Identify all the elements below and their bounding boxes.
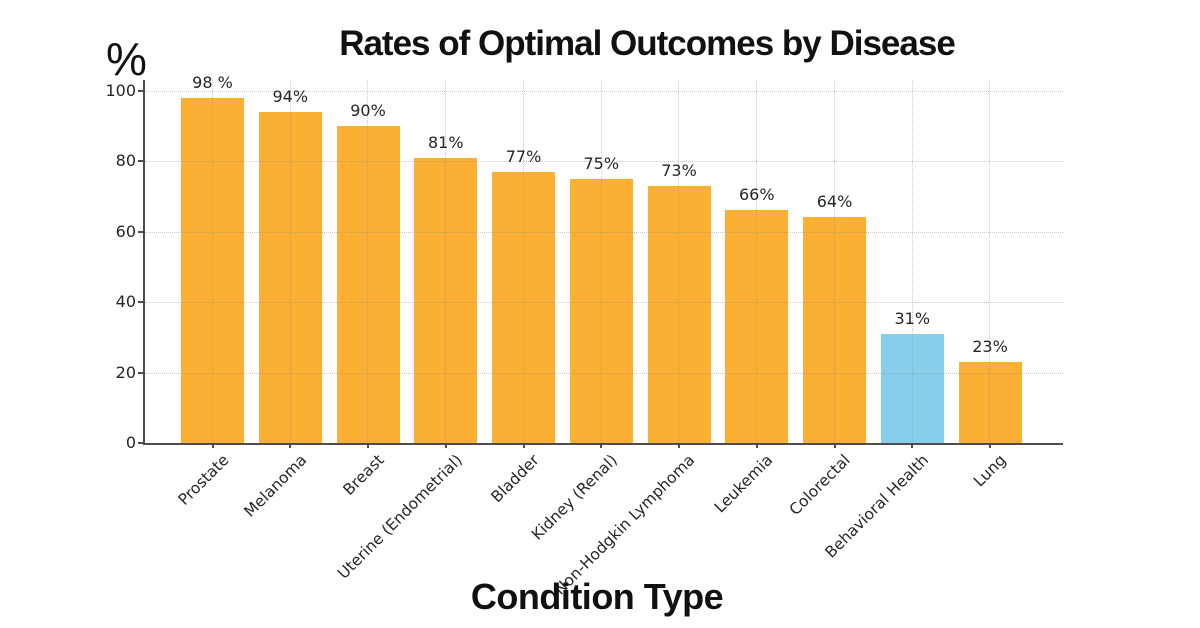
bar-value-non-hodgkin-lymphoma: 73% [661, 160, 697, 180]
x-tick-label-colorectal: Colorectal [786, 451, 855, 519]
v-gridline-kidney-renal [600, 80, 602, 443]
x-tick-label-melanoma: Melanoma [240, 451, 310, 521]
bar-value-lung: 23% [972, 336, 1008, 356]
x-tick-mark-non-hodgkin-lymphoma [678, 443, 680, 448]
bar-behavioral-health [880, 333, 944, 443]
x-axis-line [143, 443, 1063, 445]
bar-value-breast: 90% [350, 100, 386, 120]
y-tick-mark-20 [138, 371, 145, 374]
x-tick-label-bladder: Bladder [488, 451, 544, 507]
y-tick-mark-40 [138, 301, 145, 304]
h-gridline-100 [145, 90, 1063, 92]
bar-bladder [492, 171, 555, 443]
y-tick-mark-0 [138, 442, 145, 444]
x-tick-mark-lung [989, 443, 991, 448]
y-tick-label-80: 80 [115, 151, 136, 171]
bar-leukemia [725, 210, 789, 443]
bar-colorectal [803, 217, 866, 443]
v-gridline-colorectal [833, 80, 835, 443]
h-gridline-80 [145, 161, 1063, 163]
v-gridline-behavioral-health [911, 80, 913, 443]
bar-lung [958, 361, 1022, 443]
v-gridline-non-hodgkin-lymphoma [678, 80, 680, 443]
v-gridline-lung [989, 80, 991, 443]
bar-value-colorectal: 64% [816, 192, 853, 212]
h-gridline-40 [145, 302, 1063, 304]
y-tick-label-40: 40 [115, 292, 136, 312]
bar-value-uterine-endometrial: 81% [427, 132, 464, 152]
y-tick-label-100: 100 [105, 80, 136, 100]
bar-value-behavioral-health: 31% [894, 308, 931, 328]
y-tick-mark-100 [138, 89, 145, 92]
y-axis-unit-label: % [106, 33, 147, 85]
v-gridline-bladder [522, 80, 524, 443]
v-gridline-melanoma [289, 80, 291, 443]
v-gridline-prostate [211, 80, 213, 443]
x-tick-mark-colorectal [833, 443, 836, 448]
bar-melanoma [258, 111, 322, 443]
x-tick-mark-behavioral-health [911, 443, 914, 448]
chart-title: Rates of Optimal Outcomes by Disease [339, 24, 956, 63]
x-tick-label-leukemia: Leukemia [711, 451, 777, 517]
v-gridline-leukemia [756, 80, 757, 443]
x-tick-mark-leukemia [755, 443, 758, 448]
x-tick-label-prostate: Prostate [174, 451, 233, 509]
x-tick-mark-kidney-renal [600, 443, 603, 448]
bar-breast [336, 125, 400, 443]
x-tick-label-lung: Lung [970, 451, 1010, 491]
x-tick-mark-prostate [211, 443, 214, 448]
bar-uterine-endometrial [414, 157, 478, 443]
y-axis-line [143, 80, 145, 445]
bar-value-prostate: 98 % [192, 72, 233, 92]
bar-value-leukemia: 66% [738, 185, 775, 205]
x-tick-mark-uterine-endometrial [444, 443, 447, 448]
bar-prostate [181, 97, 244, 443]
y-tick-label-20: 20 [115, 362, 136, 382]
y-tick-mark-80 [138, 160, 145, 163]
y-tick-label-0: 0 [125, 433, 136, 452]
x-tick-label-breast: Breast [339, 451, 388, 499]
bar-value-bladder: 77% [505, 146, 542, 166]
h-gridline-60 [145, 231, 1063, 233]
y-tick-label-60: 60 [115, 221, 136, 241]
v-gridline-uterine-endometrial [445, 80, 446, 443]
x-tick-mark-melanoma [289, 443, 292, 448]
v-gridline-breast [367, 80, 369, 443]
bar-value-kidney-renal: 75% [583, 153, 620, 173]
h-gridline-20 [145, 372, 1063, 374]
bar-non-hodgkin-lymphoma [647, 185, 711, 443]
x-tick-mark-bladder [522, 443, 525, 448]
y-tick-mark-60 [138, 230, 145, 233]
bar-kidney-renal [569, 178, 633, 443]
x-axis-title: Condition Type [470, 576, 724, 617]
x-tick-mark-breast [367, 443, 369, 448]
bar-value-melanoma: 94% [272, 86, 309, 106]
